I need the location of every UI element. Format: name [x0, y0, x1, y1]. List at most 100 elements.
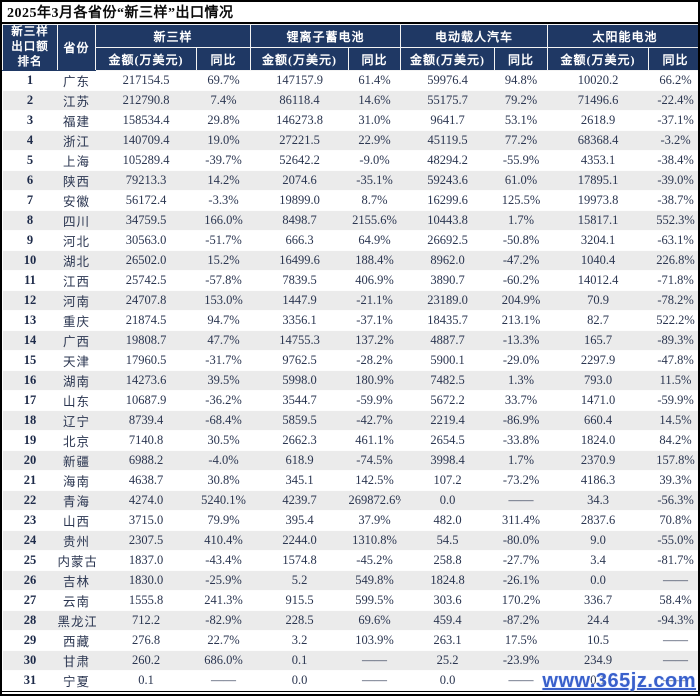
ev-yoy-cell: -26.1% [494, 570, 548, 591]
table-body: 1 广东 217154.5 69.7% 147157.9 61.4% 59976.4 94.8… [2, 70, 698, 691]
new-three-yoy-cell: -57.8% [196, 270, 251, 291]
province-cell: 青海 [57, 490, 96, 511]
solar-amount-cell: 10.5 [547, 630, 649, 651]
ev-amount-cell: 45119.5 [400, 130, 495, 151]
lithium-yoy-cell: 461.1% [348, 430, 401, 451]
rank-cell: 13 [2, 310, 58, 331]
lithium-yoy-cell: 31.0% [348, 110, 401, 131]
solar-amount-cell: 336.7 [547, 590, 649, 611]
solar-amount-cell: 4186.3 [547, 470, 649, 491]
new-three-amount-cell: 712.2 [95, 610, 197, 631]
solar-amount-cell: 793.0 [547, 370, 649, 391]
new-three-amount-cell: 6988.2 [95, 450, 197, 471]
new-three-amount-cell: 1837.0 [95, 550, 197, 571]
table-row: 4 浙江 140709.4 19.0% 27221.5 22.9% 45119.5 77.2%… [2, 130, 698, 151]
rank-cell: 12 [2, 290, 58, 311]
ev-amount-cell: 2654.5 [400, 430, 495, 451]
solar-amount-cell: 2370.9 [547, 450, 649, 471]
solar-yoy-cell: -38.7% [648, 190, 698, 211]
ev-yoy-cell: -60.2% [494, 270, 548, 291]
table-row: 8 四川 34759.5 166.0% 8498.7 2155.6% 10443.8 1.7%… [2, 210, 698, 231]
ev-yoy-cell: 17.5% [494, 630, 548, 651]
ev-amount-cell: 3890.7 [400, 270, 495, 291]
ev-yoy-cell: 94.8% [494, 70, 548, 91]
header-group-solar-cell: 太阳能电池 [547, 24, 698, 48]
ev-amount-cell: 303.6 [400, 590, 495, 611]
solar-yoy-cell: -59.9% [648, 390, 698, 411]
solar-amount-cell: 2837.6 [547, 510, 649, 531]
province-cell: 甘肃 [57, 650, 96, 671]
new-three-amount-cell: 30563.0 [95, 230, 197, 251]
solar-yoy-cell: -94.3% [648, 610, 698, 631]
table-row: 2 江苏 212790.8 7.4% 86118.4 14.6% 55175.7 79.2% 7… [2, 90, 698, 111]
new-three-amount-cell: 7140.8 [95, 430, 197, 451]
table-row: 1 广东 217154.5 69.7% 147157.9 61.4% 59976.4 94.8… [2, 70, 698, 91]
lithium-amount-cell: 5998.0 [250, 370, 349, 391]
solar-amount-cell: 2618.9 [547, 110, 649, 131]
header-rank-line3: 排名 [17, 55, 43, 68]
ev-amount-cell: 2219.4 [400, 410, 495, 431]
province-cell: 四川 [57, 210, 96, 231]
ev-yoy-cell: -80.0% [494, 530, 548, 551]
table-row: 15 天津 17960.5 -31.7% 9762.5 -28.2% 5900.1 -29.0… [2, 350, 698, 371]
new-three-yoy-cell: 14.2% [196, 170, 251, 191]
solar-yoy-cell: -89.3% [648, 330, 698, 351]
header-group-new-three: 新三样 [94, 24, 252, 48]
solar-amount-cell: 234.9 [547, 650, 649, 671]
ev-yoy-cell: 311.4% [494, 510, 548, 531]
new-three-yoy-cell: -68.4% [196, 410, 251, 431]
rank-cell: 29 [2, 630, 58, 651]
solar-amount-cell: 14012.4 [547, 270, 649, 291]
lithium-yoy-cell: 180.9% [348, 370, 401, 391]
ev-yoy-cell: 213.1% [494, 310, 548, 331]
solar-yoy-cell: 66.2% [648, 70, 698, 91]
rank-cell: 25 [2, 550, 58, 571]
table-row: 6 陕西 79213.3 14.2% 2074.6 -35.1% 59243.6 61.0% 1… [2, 170, 698, 191]
solar-yoy-cell: -47.8% [648, 350, 698, 371]
solar-yoy-cell: -71.8% [648, 270, 698, 291]
rank-cell: 14 [2, 330, 58, 351]
lithium-yoy-cell: 64.9% [348, 230, 401, 251]
ev-yoy-cell: 79.2% [494, 90, 548, 111]
header-group-lithium-battery: 锂离子蓄电池 [250, 24, 402, 48]
solar-amount-cell: 1824.0 [547, 430, 649, 451]
ev-yoy-cell: -86.9% [494, 410, 548, 431]
page-title: 2025年3月各省份“新三样”出口情况 [7, 6, 234, 21]
ev-yoy-cell: -23.9% [494, 650, 548, 671]
rank-cell: 3 [2, 110, 58, 131]
new-three-amount-cell: 140709.4 [95, 130, 197, 151]
table-row: 5 上海 105289.4 -39.7% 52642.2 -9.0% 48294.2 -55.… [2, 150, 698, 171]
lithium-amount-cell: 2074.6 [250, 170, 349, 191]
province-cell: 北京 [57, 430, 96, 451]
lithium-yoy-cell: 14.6% [348, 90, 401, 111]
new-three-yoy-cell: 19.0% [196, 130, 251, 151]
new-three-yoy-cell: -36.2% [196, 390, 251, 411]
province-cell: 河南 [57, 290, 96, 311]
lithium-yoy-cell: -59.9% [348, 390, 401, 411]
solar-amount-cell: 19973.8 [547, 190, 649, 211]
new-three-amount-cell: 2307.5 [95, 530, 197, 551]
solar-yoy-cell: 552.3% [648, 210, 698, 231]
lithium-yoy-cell: 188.4% [348, 250, 401, 271]
new-three-amount-cell: 158534.4 [95, 110, 197, 131]
new-three-amount-cell: 34759.5 [95, 210, 197, 231]
header-rank-line2: 出口额 [11, 41, 49, 54]
province-cell: 陕西 [57, 170, 96, 191]
lithium-amount-cell: 16499.6 [250, 250, 349, 271]
rank-cell: 22 [2, 490, 58, 511]
header-yoy-lithium: 同比 [348, 47, 402, 71]
province-cell: 海南 [57, 470, 96, 491]
table-header: 新三样 出口额 排名 省份 新三样 锂离子蓄电池 电动载人汽车 太阳能电池 金额… [2, 24, 698, 71]
new-three-amount-cell: 8739.4 [95, 410, 197, 431]
solar-amount-cell: 82.7 [547, 310, 649, 331]
solar-yoy-cell: —— [648, 570, 698, 591]
lithium-amount-cell: 228.5 [250, 610, 349, 631]
new-three-amount-cell: 3715.0 [95, 510, 197, 531]
solar-amount-cell: 71496.6 [547, 90, 649, 111]
ev-amount-cell: 26692.5 [400, 230, 495, 251]
new-three-amount-cell: 25742.5 [95, 270, 197, 291]
table-row: 16 湖南 14273.6 39.5% 5998.0 180.9% 7482.5 1.3% 79… [2, 370, 698, 391]
new-three-yoy-cell: 69.7% [196, 70, 251, 91]
province-cell: 新疆 [57, 450, 96, 471]
new-three-amount-cell: 19808.7 [95, 330, 197, 351]
